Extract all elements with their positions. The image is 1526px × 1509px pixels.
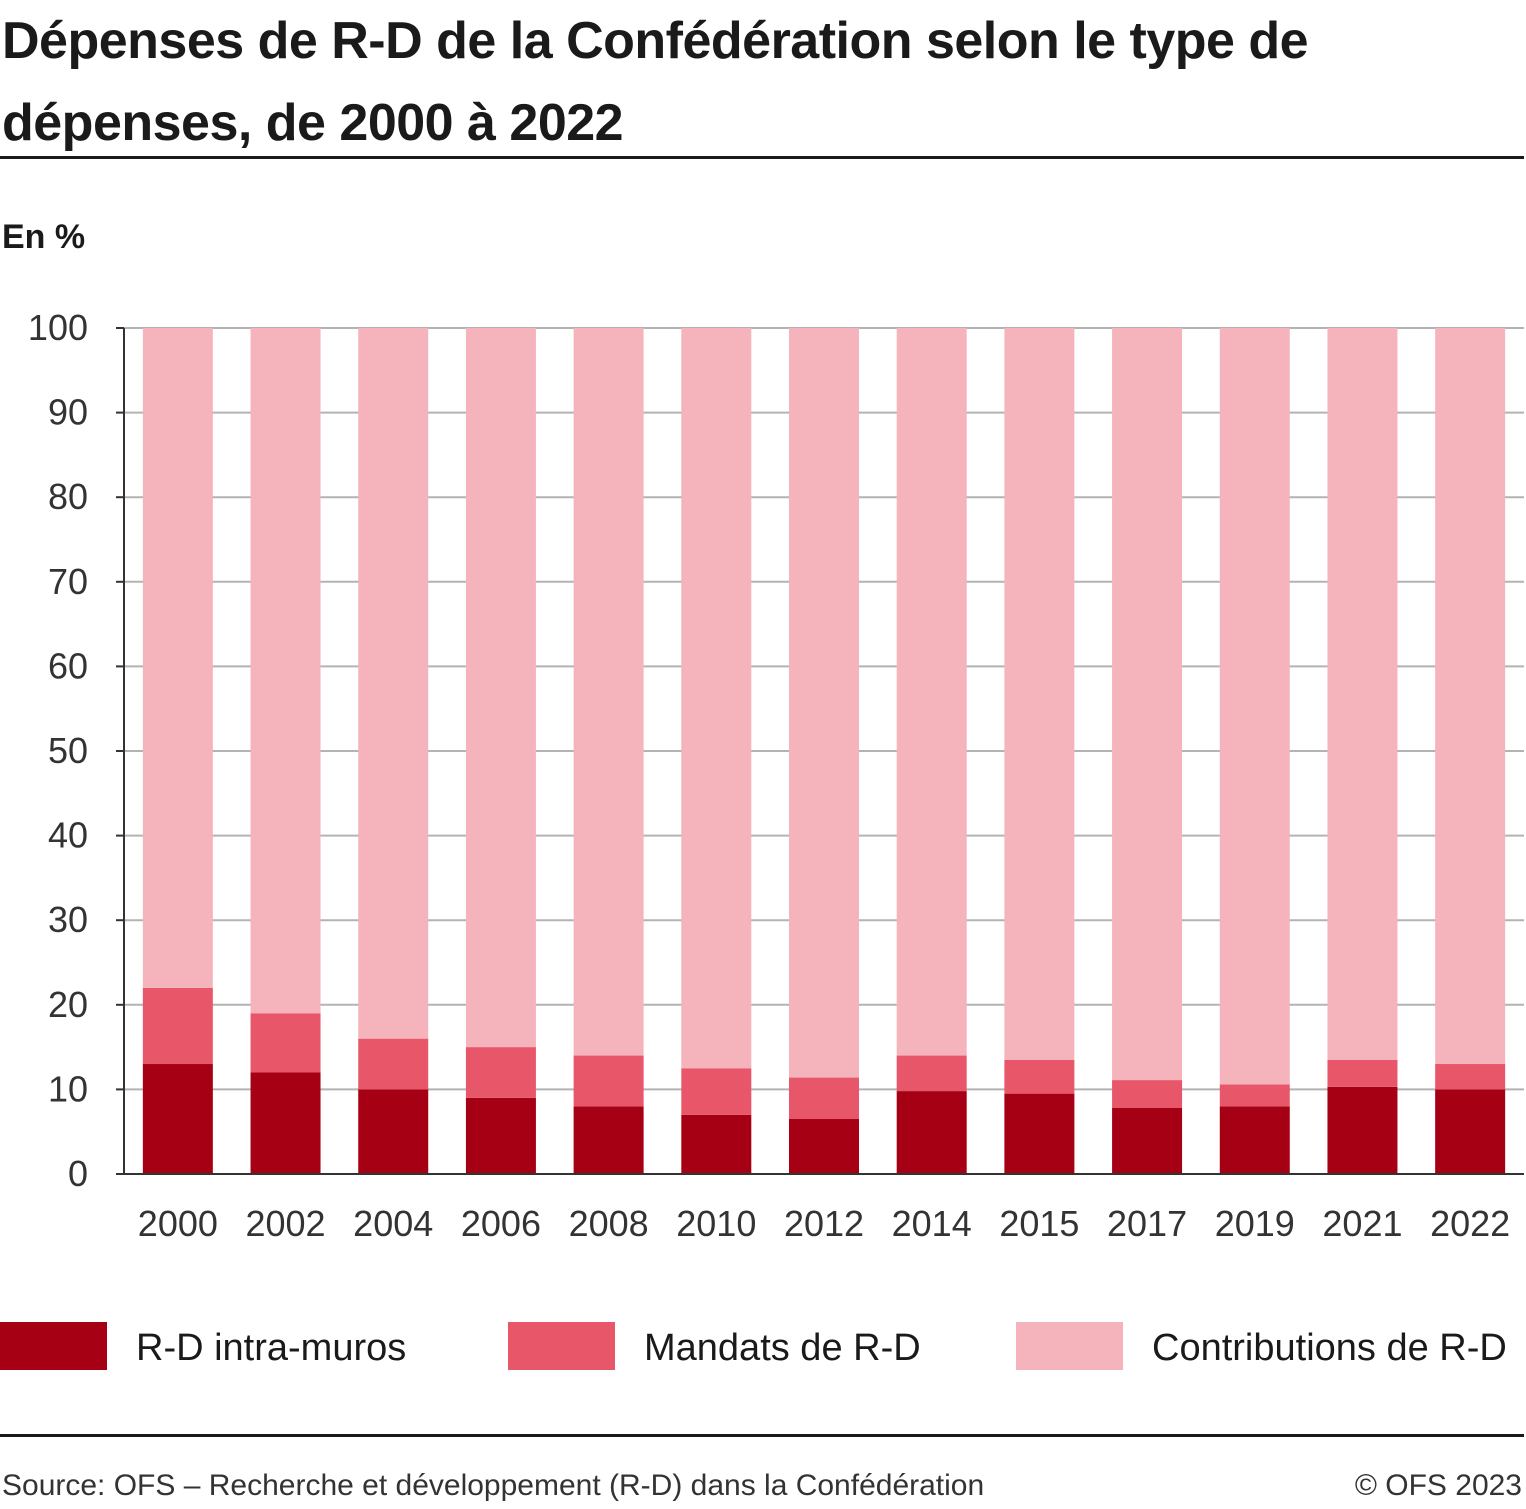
y-tick-label: 60 (48, 645, 88, 686)
bar-segment (1219, 328, 1290, 1085)
y-axis-unit-label: En % (2, 218, 86, 256)
bar-segment (1219, 1084, 1290, 1107)
bar-segment (142, 328, 213, 988)
bar-segment (896, 1091, 967, 1174)
bar-segment (358, 1089, 429, 1174)
bar-segment (1435, 1064, 1506, 1090)
legend-label-mandats: Mandats de R-D (644, 1327, 921, 1369)
x-tick-label: 2002 (245, 1203, 325, 1244)
x-tick-label: 2012 (784, 1203, 864, 1244)
bar-segment (1004, 1093, 1075, 1174)
y-tick-label: 70 (48, 561, 88, 602)
bar-segment (1327, 1059, 1398, 1087)
bar-segment (1004, 1059, 1075, 1094)
bar-segment (789, 1119, 859, 1174)
bar-segment (896, 1055, 967, 1092)
x-tick-label: 2004 (353, 1203, 433, 1244)
bar-segment (1435, 328, 1506, 1065)
chart-title: Dépenses de R-D de la Confédération selo… (2, 12, 1309, 152)
bar-segment (250, 1072, 321, 1174)
bar-segment (465, 1047, 536, 1098)
bar-segment (250, 328, 321, 1014)
y-tick-label: 10 (48, 1068, 88, 1109)
bar-segment (1112, 1080, 1183, 1109)
bar-segment (681, 1114, 752, 1174)
title-divider (0, 156, 1524, 159)
bar-segment (1004, 328, 1075, 1060)
legend-label-intra: R-D intra-muros (136, 1327, 407, 1369)
y-tick-label: 50 (48, 730, 88, 771)
source-note: Source: OFS – Recherche et développement… (2, 1469, 985, 1502)
bar-segment (1219, 1106, 1290, 1174)
legend-swatch-contributions (1016, 1322, 1123, 1370)
bar-segment (573, 1055, 644, 1107)
bar-segment (789, 1077, 859, 1120)
bar-segment (789, 328, 859, 1078)
x-tick-label: 2022 (1430, 1203, 1510, 1244)
bar-segment (1112, 328, 1183, 1081)
x-tick-label: 2019 (1215, 1203, 1295, 1244)
bar-segment (465, 1097, 536, 1174)
bar-segment (573, 1106, 644, 1174)
bar-segment (142, 1064, 213, 1174)
x-tick-label: 2008 (569, 1203, 649, 1244)
x-tick-label: 2015 (999, 1203, 1079, 1244)
x-tick-label: 2017 (1107, 1203, 1187, 1244)
x-tick-label: 2006 (461, 1203, 541, 1244)
bar-segment (250, 1013, 321, 1073)
legend-swatch-intra (0, 1322, 107, 1370)
x-tick-label: 2021 (1322, 1203, 1402, 1244)
bar-segment (358, 1038, 429, 1090)
y-tick-label: 100 (28, 307, 88, 348)
legend: R-D intra-muros Mandats de R-D Contribut… (0, 1322, 1526, 1370)
legend-label-contributions: Contributions de R-D (1152, 1327, 1507, 1369)
stacked-bar-chart: 0 10 20 30 40 50 60 70 80 90 100 2000 2002 2004 2006 20… (28, 307, 1524, 1244)
bar-segment (573, 328, 644, 1056)
legend-swatch-mandats (508, 1322, 615, 1370)
bar-segment (465, 328, 536, 1048)
y-tick-label: 90 (48, 392, 88, 433)
footer-divider (0, 1434, 1524, 1437)
bar-segment (142, 987, 213, 1065)
x-tick-label: 2000 (138, 1203, 218, 1244)
bar-segment (681, 1068, 752, 1115)
bar-segment (1327, 1086, 1398, 1174)
y-tick-label: 40 (48, 815, 88, 856)
bar-segment (1327, 328, 1398, 1060)
bar-segment (358, 328, 429, 1039)
bar-segment (1112, 1108, 1183, 1174)
bar-segment (681, 328, 752, 1069)
copyright-note: © OFS 2023 (1354, 1469, 1522, 1502)
x-tick-label: 2014 (892, 1203, 972, 1244)
y-tick-label: 80 (48, 476, 88, 517)
bar-segment (896, 328, 967, 1056)
y-tick-label: 0 (68, 1153, 88, 1194)
y-tick-label: 30 (48, 899, 88, 940)
y-tick-label: 20 (48, 984, 88, 1025)
bar-segment (1435, 1089, 1506, 1174)
x-tick-label: 2010 (676, 1203, 756, 1244)
